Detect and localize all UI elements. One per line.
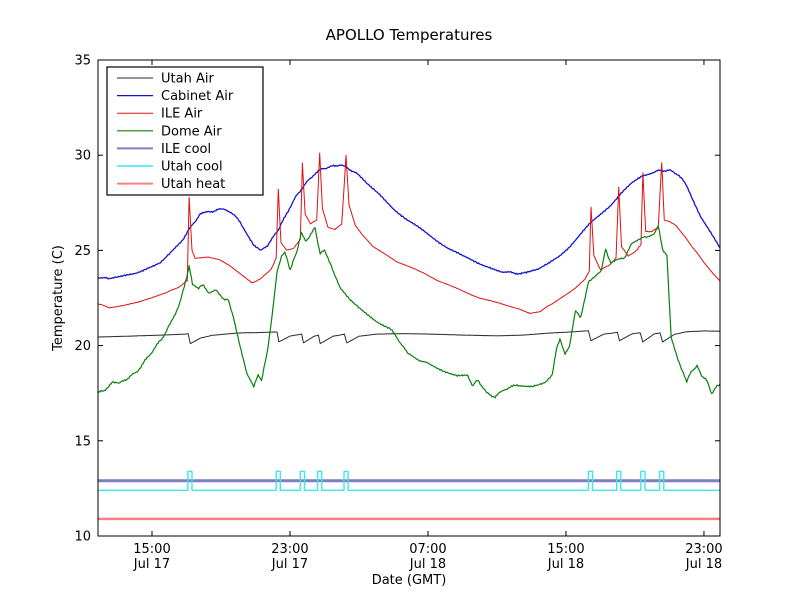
y-tick-label: 35 bbox=[74, 54, 91, 69]
legend-label: ILE Air bbox=[161, 107, 203, 122]
legend-label: Dome Air bbox=[161, 124, 222, 139]
y-tick-label: 25 bbox=[74, 244, 91, 259]
x-tick-label: 23:00 Jul 18 bbox=[685, 542, 723, 572]
x-tick-label: 15:00 Jul 18 bbox=[547, 542, 585, 572]
y-tick-label: 10 bbox=[74, 530, 91, 545]
legend-label: Utah cool bbox=[161, 160, 223, 175]
y-tick-label: 15 bbox=[74, 434, 91, 449]
series-line-ile-air bbox=[97, 152, 721, 314]
series-line-cabinet-air bbox=[97, 164, 721, 280]
series-line-utah-cool bbox=[98, 470, 720, 491]
y-tick-label: 30 bbox=[74, 149, 91, 164]
y-axis-label: Temperature (C) bbox=[51, 245, 66, 352]
y-tick-label: 20 bbox=[74, 339, 91, 354]
series-line-dome-air bbox=[97, 225, 721, 399]
legend-label: Utah heat bbox=[161, 177, 225, 192]
legend-label: Utah Air bbox=[161, 72, 214, 87]
x-tick-label: 23:00 Jul 17 bbox=[271, 542, 309, 572]
x-axis-label: Date (GMT) bbox=[372, 573, 447, 588]
x-tick-label: 07:00 Jul 18 bbox=[409, 542, 447, 572]
legend-label: Cabinet Air bbox=[161, 89, 234, 104]
legend-label: ILE cool bbox=[161, 142, 211, 157]
axes-frame bbox=[97, 59, 721, 537]
series-line-utah-air bbox=[97, 330, 721, 345]
x-tick-label: 15:00 Jul 17 bbox=[133, 542, 171, 572]
chart-title: APOLLO Temperatures bbox=[326, 26, 493, 44]
plot-area: 15:00 Jul 17 23:00 Jul 17 07:00 Jul 18 15:00 Ju… bbox=[74, 54, 722, 573]
